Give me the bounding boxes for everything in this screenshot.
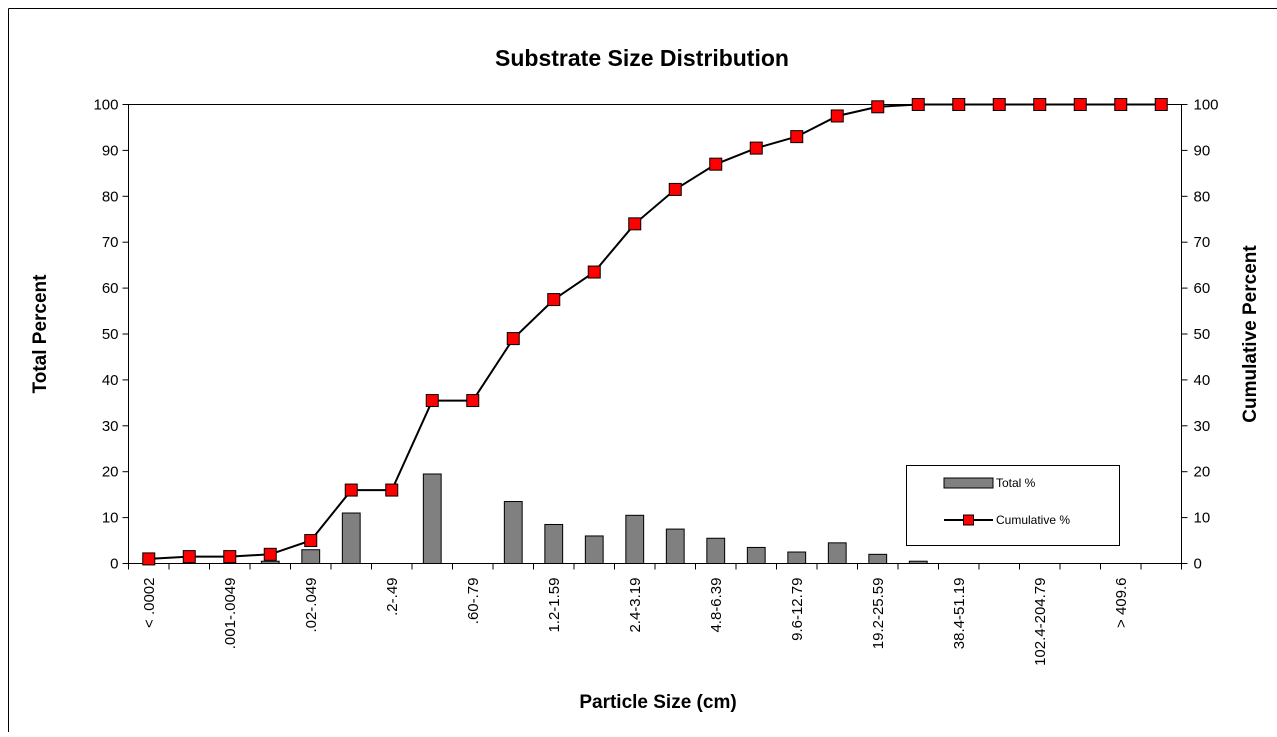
total-bar [544,523,564,564]
cumulative-point [223,550,237,564]
cumulative-point [628,217,642,231]
legend-label-total: Total % [996,476,1036,490]
x-tick-label: 102.4-204.79 [1032,578,1049,666]
cumulative-point [1033,98,1047,111]
x-tick-label: 4.8-6.39 [708,578,725,633]
cumulative-point [830,109,844,123]
legend: Total % Cumulative % [906,465,1120,546]
x-tick-label: .60-.79 [465,578,482,625]
total-bar [301,549,321,564]
y2-tick-label: 50 [1194,326,1211,343]
cumulative-point [871,100,885,114]
cumulative-point [344,483,358,497]
y2-tick-label: 20 [1194,464,1211,481]
x-tick-label: 38.4-51.19 [951,578,968,650]
y2-tick-label: 60 [1194,280,1211,297]
cumulative-point [790,130,804,144]
x-tick-label: < .0002 [141,578,158,628]
y2-tick-label: 40 [1194,372,1211,389]
y-tick-label: 50 [102,326,119,343]
total-bar [422,473,442,564]
y2-tick-label: 0 [1194,556,1202,573]
y-tick-label: 40 [102,372,119,389]
y-tick-label: 100 [93,97,118,114]
x-axis-title: Particle Size (cm) [579,692,736,713]
legend-box [906,465,1120,546]
y-tick-label: 20 [102,464,119,481]
cumulative-point [952,98,966,111]
y2-tick-label: 10 [1194,510,1211,527]
x-tick-label: .02-.049 [303,578,320,633]
y-tick-label: 90 [102,142,119,159]
y2-tick-label: 70 [1194,234,1211,251]
y-tick-label: 60 [102,280,119,297]
y-axis-title: Total Percent [30,274,51,394]
legend-label-cumulative: Cumulative % [996,513,1070,527]
chart-title: Substrate Size Distribution [495,45,789,71]
x-tick-label: .001-.0049 [222,578,239,650]
cumulative-point [142,552,156,566]
y2-tick-label: 100 [1194,97,1219,114]
cumulative-point [992,98,1006,111]
cumulative-point [304,534,318,548]
y-tick-label: 30 [102,418,119,435]
y2-tick-label: 80 [1194,188,1211,205]
cumulative-percent-line [142,98,1168,566]
x-tick-label: 2.4-3.19 [627,578,644,633]
cumulative-point [385,483,399,497]
total-bar [746,546,766,564]
total-bar [625,514,645,564]
y-tick-label: 70 [102,234,119,251]
cumulative-point [466,394,480,408]
cumulative-point [547,293,561,307]
cumulative-point [911,98,925,111]
cumulative-point [425,394,439,408]
cumulative-line [148,103,1162,560]
total-bar [584,535,604,565]
x-tick-label: > 409.6 [1113,578,1130,628]
total-bar [503,501,523,565]
x-tick-label: 19.2-25.59 [870,578,887,650]
y-tick-label: 80 [102,188,119,205]
x-tick-label: .2-.49 [384,578,401,616]
category-axis-ticks: < .0002 .001-.0049 .02-.049 .2-.49 .60-.79 1.… [128,563,1182,666]
cumulative-point [1114,98,1128,111]
cumulative-point [1154,98,1168,111]
total-bar [827,542,847,564]
legend-marker-cumulative [963,514,974,526]
right-axis-ticks: 0 10 20 30 40 50 60 70 80 90 100 [1181,97,1219,573]
total-bar [908,560,928,565]
y-tick-label: 0 [110,556,118,573]
cumulative-point [587,265,601,279]
y-tick-label: 10 [102,510,119,527]
cumulative-point [709,157,723,171]
cumulative-point [182,550,196,564]
total-bar [706,537,726,565]
y2-tick-label: 90 [1194,142,1211,159]
cumulative-point [749,141,763,155]
cumulative-point [668,182,682,196]
y2-axis-title: Cumulative Percent [1240,245,1261,423]
x-tick-label: 1.2-1.59 [546,578,563,633]
total-bar [665,528,685,565]
x-tick-label: 9.6-12.79 [789,578,806,641]
cumulative-point [263,547,277,561]
total-bar [868,553,888,565]
cumulative-point [1073,98,1087,111]
total-bar [260,560,280,565]
y2-tick-label: 30 [1194,418,1211,435]
left-axis-ticks: 0 10 20 30 40 50 60 70 80 90 100 [93,97,129,573]
total-percent-bars [260,473,928,565]
total-bar [341,512,361,565]
legend-swatch-total [943,477,994,489]
total-bar [787,551,807,565]
cumulative-point [506,332,520,346]
